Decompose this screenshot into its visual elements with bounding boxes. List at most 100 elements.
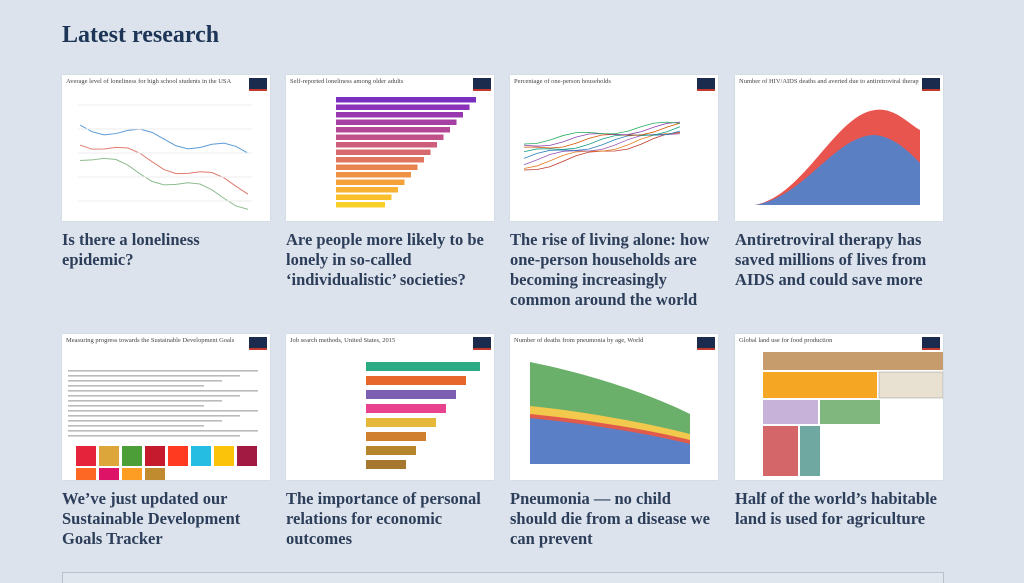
thumb-box	[820, 400, 880, 424]
card-title-line: becoming increasingly	[510, 270, 667, 289]
thumb-goal-icon	[145, 468, 165, 480]
section-heading: Latest research	[62, 22, 220, 48]
thumb-box	[763, 400, 818, 424]
thumbnail: Self-reported loneliness among older adu…	[286, 75, 494, 221]
thumb-bar	[336, 104, 470, 110]
thumb-text-line	[68, 400, 222, 402]
card-title-line: land is used for agriculture	[735, 509, 926, 528]
thumb-text-line	[68, 390, 258, 392]
thumbnail: Measuring progress towards the Sustainab…	[62, 334, 270, 480]
thumb-goal-icon	[76, 446, 96, 466]
thumbnail: Percentage of one-person households	[510, 75, 718, 221]
research-card[interactable]: Self-reported loneliness among older adu…	[286, 75, 494, 290]
thumbnail: Global land use for food production	[735, 334, 943, 480]
card-title-line: common around the world	[510, 290, 698, 309]
research-card[interactable]: Measuring progress towards the Sustainab…	[62, 334, 270, 549]
card-title-line: can prevent	[510, 529, 593, 548]
thumb-text-line	[68, 380, 222, 382]
logo	[922, 78, 940, 91]
research-card[interactable]: Average level of loneliness for high sch…	[62, 75, 270, 270]
thumbnail-title: Self-reported loneliness among older adu…	[290, 78, 404, 85]
thumb-text-line	[68, 395, 240, 397]
card-title-line: epidemic?	[62, 250, 134, 269]
thumbnail-title: Average level of loneliness for high sch…	[66, 78, 232, 85]
thumb-bar	[336, 172, 411, 178]
thumb-line	[79, 144, 249, 195]
card-title-line: Goals Tracker	[62, 529, 163, 548]
card-title-line: Antiretroviral therapy has	[735, 230, 922, 249]
research-card[interactable]: Number of HIV/AIDS deaths and averted du…	[735, 75, 943, 290]
thumb-bar	[336, 202, 385, 208]
card-title-line: saved millions of lives from	[735, 250, 927, 269]
thumb-text-line	[68, 385, 204, 387]
thumb-bar	[336, 97, 476, 103]
card-title: Antiretroviral therapy has saved millions…	[735, 230, 943, 290]
thumb-bar	[366, 446, 416, 455]
card-title: Are people more likely to be lonely in so…	[286, 230, 494, 290]
thumb-goal-icon	[99, 446, 119, 466]
thumb-box	[878, 371, 943, 399]
card-title-line: should die from a disease we	[510, 509, 710, 528]
logo	[473, 78, 491, 91]
research-card[interactable]: Percentage of one-person households The r…	[510, 75, 718, 310]
thumb-goal-icon	[168, 446, 188, 466]
card-title: Is there a loneliness epidemic?	[62, 230, 270, 270]
thumb-area	[530, 418, 690, 464]
thumb-line	[523, 121, 681, 145]
thumb-bar	[336, 179, 405, 185]
thumb-bar	[366, 376, 466, 385]
card-title-line: AIDS and could save more	[735, 270, 923, 289]
thumb-bar	[366, 418, 436, 427]
thumb-goal-icon	[237, 446, 257, 466]
thumb-box	[763, 352, 943, 370]
card-title: The rise of living alone: how one-person …	[510, 230, 718, 310]
logo	[473, 337, 491, 350]
research-card[interactable]: Global land use for food production Half …	[735, 334, 943, 529]
thumbnail-chart	[366, 362, 480, 469]
thumb-bar	[336, 164, 418, 170]
research-card[interactable]: Number of deaths from pneumonia by age, …	[510, 334, 718, 549]
thumb-text-line	[68, 405, 204, 407]
card-title-line: outcomes	[286, 529, 352, 548]
thumb-goal-icon	[214, 446, 234, 466]
thumb-box	[763, 426, 798, 476]
logo	[249, 337, 267, 350]
card-title: Pneumonia — no child should die from a di…	[510, 489, 718, 549]
thumb-text-line	[68, 370, 258, 372]
logo	[697, 337, 715, 350]
thumb-bar	[366, 460, 406, 469]
thumb-goal-icon	[191, 446, 211, 466]
thumb-text-line	[68, 435, 240, 437]
thumb-text-line	[68, 430, 258, 432]
thumb-line	[523, 126, 681, 153]
thumb-text-line	[68, 425, 204, 427]
card-title-line: Are people more likely to be	[286, 230, 484, 249]
thumb-goal-icon	[99, 468, 119, 480]
thumb-bar	[366, 432, 426, 441]
thumbnail: Number of HIV/AIDS deaths and averted du…	[735, 75, 943, 221]
thumbnail: Average level of loneliness for high sch…	[62, 75, 270, 221]
thumb-text-line	[68, 415, 240, 417]
thumb-bar	[336, 112, 463, 118]
card-title: We’ve just updated our Sustainable Develo…	[62, 489, 270, 549]
thumb-text-line	[68, 420, 222, 422]
research-card[interactable]: Job search methods, United States, 2015 T…	[286, 334, 494, 549]
thumb-bar	[336, 119, 457, 125]
thumbnail-title: Measuring progress towards the Sustainab…	[66, 337, 235, 344]
thumb-line	[79, 124, 249, 154]
thumb-goal-icon	[122, 446, 142, 466]
thumb-goal-icon	[76, 468, 96, 480]
thumbnail-title: Number of deaths from pneumonia by age, …	[514, 337, 644, 344]
thumbnail-chart	[530, 362, 690, 464]
thumbnail-title: Percentage of one-person households	[514, 78, 611, 85]
thumb-line	[79, 157, 249, 210]
card-title-line: ‘individualistic’ societies?	[286, 270, 466, 289]
next-section	[62, 572, 944, 583]
thumb-bar	[336, 157, 424, 163]
logo	[697, 78, 715, 91]
thumbnail-chart	[78, 104, 252, 210]
thumbnail-chart	[68, 370, 258, 480]
card-title-line: Is there a loneliness	[62, 230, 200, 249]
card-title-line: Pneumonia — no child	[510, 489, 671, 508]
logo	[249, 78, 267, 91]
